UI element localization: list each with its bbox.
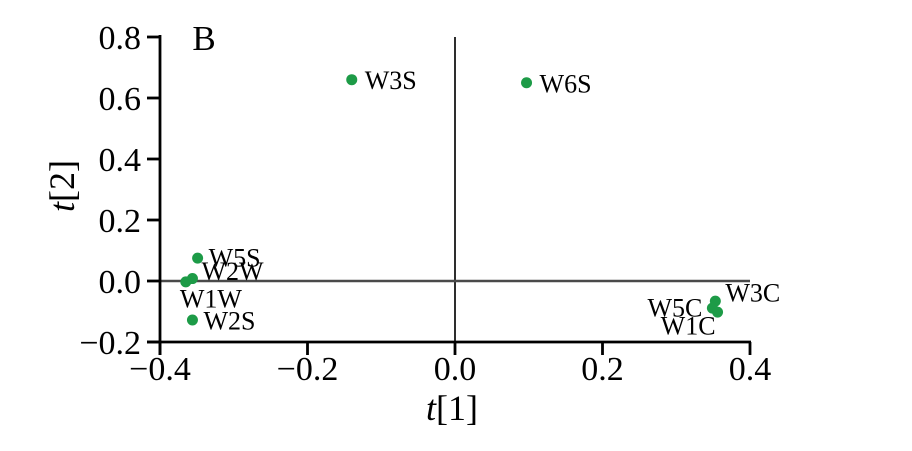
data-point [192,252,204,264]
x-tick-label: −0.4 [129,351,191,388]
point-label: W1W [180,284,243,313]
data-point [521,77,533,89]
x-tick-label: 0.0 [434,351,477,388]
point-label: W5C [647,294,702,323]
y-tick-label: 0.6 [99,81,142,118]
data-points [180,74,724,326]
point-label: W5S [209,244,261,273]
point-label: W1C [661,312,716,341]
x-axis-label: t[1] [426,388,478,428]
panel-label: B [192,19,215,58]
x-tick-label: 0.2 [581,351,624,388]
point-label: W2W [201,257,264,286]
point-label: W2S [203,307,255,336]
data-point [346,74,358,86]
point-label: W3C [725,279,780,308]
y-tick-label: −0.2 [79,325,141,362]
data-point [186,314,198,326]
axes [147,35,752,355]
x-tick-label: 0.4 [729,351,772,388]
axis-labels: t[1] t[2] [42,160,478,428]
y-tick-label: 0.4 [99,142,142,179]
zero-lines [160,37,750,342]
y-axis-label: t[2] [42,160,82,212]
data-point [712,306,724,318]
y-tick-label: 0.8 [99,20,142,57]
tick-labels: 0.80.60.40.20.0−0.2−0.4 −0.2 0.0 0.2 0.4 [79,20,771,388]
x-tick-label: −0.2 [277,351,339,388]
y-tick-label: 0.2 [99,203,142,240]
point-label: W3S [365,66,417,95]
y-tick-label: 0.0 [99,264,142,301]
data-point [180,276,192,288]
point-label: W6S [540,69,592,98]
